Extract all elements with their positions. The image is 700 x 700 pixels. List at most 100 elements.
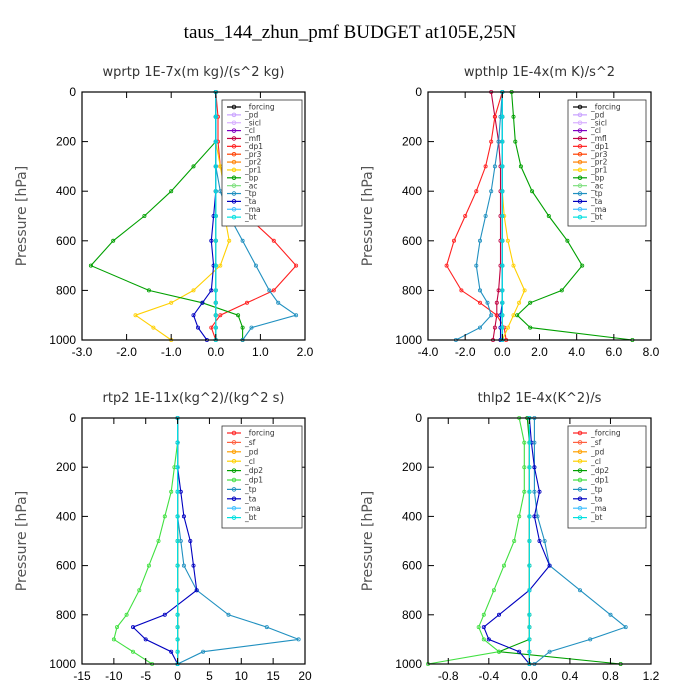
y-tick-label: 400: [56, 184, 76, 198]
data-point: [213, 139, 218, 144]
data-point: [500, 313, 505, 318]
legend-entry: _pr3: [244, 150, 262, 159]
data-point: [588, 637, 593, 642]
data-point: [444, 263, 449, 268]
legend-entry: _bt: [590, 513, 603, 522]
legend-marker: [577, 505, 583, 511]
data-point: [146, 563, 151, 568]
data-point: [537, 539, 542, 544]
data-point: [111, 238, 116, 243]
data-point: [124, 612, 129, 617]
chart-panel-2: wpthlp 1E-4x(m K)/s^2 Pressure [hPa] -4.0 -…: [360, 65, 660, 359]
y-tick-label: 200: [56, 460, 76, 474]
data-point: [483, 164, 488, 169]
data-point: [477, 238, 482, 243]
legend-marker: [231, 199, 237, 204]
data-point: [500, 213, 505, 218]
legend-entry: _mfl: [590, 134, 607, 143]
x-tick-label: 20: [298, 669, 312, 683]
legend-marker: [231, 151, 237, 157]
data-point: [500, 263, 505, 268]
legend-marker: [577, 191, 583, 196]
data-point: [236, 313, 241, 318]
data-point: [527, 588, 532, 593]
data-point: [211, 213, 216, 218]
series-line-tp: [455, 91, 503, 341]
data-point: [213, 325, 218, 330]
legend-marker: [577, 207, 583, 212]
legend-entry: _cl: [244, 126, 255, 135]
x-tick-label: 6.0: [605, 345, 622, 359]
data-point: [489, 189, 494, 194]
legend-entry: _sf: [244, 438, 256, 447]
data-point: [213, 114, 218, 119]
data-point: [191, 313, 196, 318]
legend-marker: [231, 468, 237, 473]
data-point: [527, 612, 532, 617]
data-point: [547, 563, 552, 568]
data-point: [517, 300, 522, 305]
data-point: [211, 263, 216, 268]
data-point: [513, 139, 518, 144]
data-point: [209, 325, 214, 330]
legend-entry: _ta: [244, 197, 256, 206]
legend-entry: _cl: [590, 457, 601, 466]
x-tick-label: -0.8: [438, 669, 459, 683]
data-point: [481, 612, 486, 617]
x-tick-label: 1.2: [643, 669, 660, 683]
legend-entry: _pr2: [244, 158, 262, 167]
legend-entry: _tp: [590, 189, 603, 198]
legend-marker: [577, 440, 583, 445]
data-point: [486, 637, 491, 642]
series-line-dp1: [427, 417, 525, 665]
data-point: [137, 588, 142, 593]
y-tick-label: 800: [402, 283, 422, 297]
chart-title: wprtp 1E-7x(m kg)/(s^2 kg): [103, 65, 285, 80]
legend-marker: [231, 175, 237, 181]
data-point: [215, 139, 220, 144]
data-point: [175, 489, 180, 494]
x-tick-label: -4.0: [418, 345, 439, 359]
data-point: [130, 625, 135, 630]
data-point: [500, 164, 505, 169]
legend-entry: _tp: [244, 189, 257, 198]
data-point: [489, 313, 494, 318]
chart-panel-1: wprtp 1E-7x(m kg)/(s^2 kg) Pressure [hPa]…: [14, 65, 314, 359]
data-point: [500, 288, 505, 293]
legend-entry: _ma: [244, 205, 261, 214]
chart-title: wpthlp 1E-4x(m K)/s^2: [464, 65, 615, 80]
legend-entry: _bt: [244, 213, 257, 222]
y-tick-label: 1000: [395, 657, 422, 671]
legend-marker: [231, 430, 237, 436]
data-point: [492, 114, 497, 119]
data-point: [209, 238, 214, 243]
data-point: [476, 625, 481, 630]
legend-entry: _pr1: [244, 166, 262, 175]
data-point: [213, 263, 218, 268]
legend-marker: [577, 151, 583, 157]
y-tick-label: 1000: [49, 657, 76, 671]
data-point: [505, 325, 510, 330]
legend-marker: [577, 214, 583, 220]
data-point: [130, 649, 135, 654]
legend-marker: [577, 128, 583, 133]
data-point: [489, 139, 494, 144]
chart-title: rtp2 1E-11x(kg^2)/(kg^2 s): [103, 391, 285, 406]
y-tick-label: 1000: [49, 333, 76, 347]
data-point: [169, 300, 174, 305]
legend-entry: _cl: [590, 126, 601, 135]
data-point: [451, 238, 456, 243]
legend-entry: _sf: [590, 438, 602, 447]
legend-marker: [231, 136, 237, 141]
legend-marker: [577, 515, 583, 520]
x-tick-label: -10: [105, 669, 123, 683]
data-point: [244, 300, 249, 305]
y-tick-label: 400: [402, 184, 422, 198]
legend-entry: _dp2: [590, 466, 609, 475]
data-point: [527, 649, 532, 654]
legend-entry: _bp: [244, 173, 259, 182]
data-point: [532, 465, 537, 470]
data-point: [218, 313, 223, 318]
data-point: [522, 440, 527, 445]
data-point: [580, 263, 585, 268]
